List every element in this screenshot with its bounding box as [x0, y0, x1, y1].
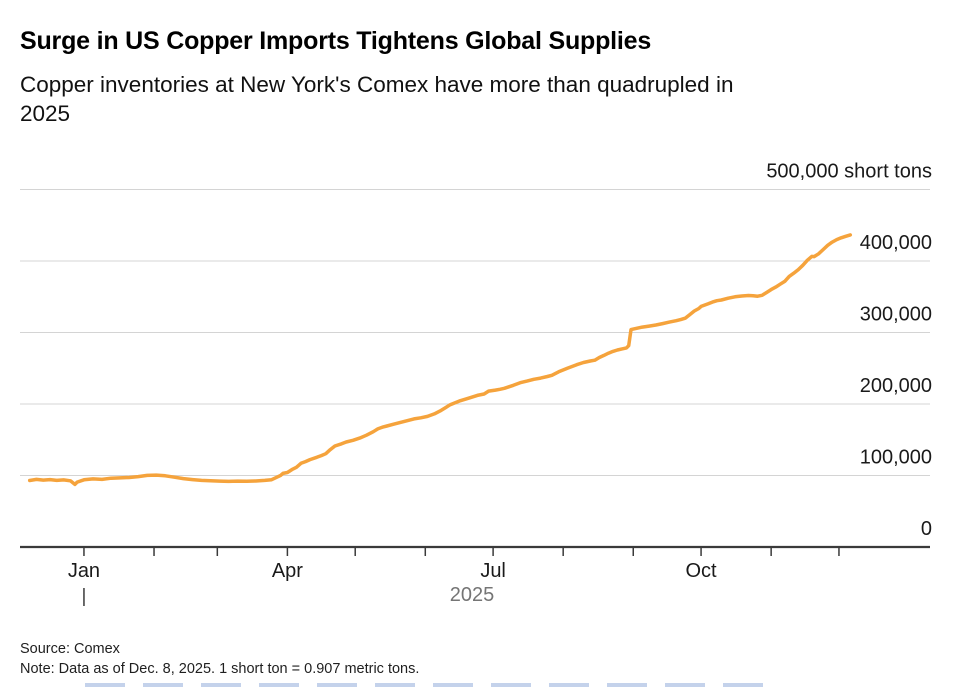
x-tick-label: Oct	[686, 560, 718, 582]
x-tick-label: Apr	[272, 560, 303, 582]
source-text: Source: Comex	[20, 641, 120, 657]
y-tick-label: 300,000	[860, 304, 932, 326]
x-tick-label: Jan	[68, 560, 100, 582]
chart-footnotes: Source: Comex Note: Data as of Dec. 8, 2…	[20, 639, 419, 679]
y-tick-label: 500,000 short tons	[766, 161, 932, 183]
y-tick-label: 0	[921, 518, 932, 540]
y-tick-label: 200,000	[860, 375, 932, 397]
clipped-text-artifact	[85, 683, 767, 687]
subtitle-line-2: 2025	[20, 101, 71, 126]
year-label: 2025	[450, 584, 495, 606]
y-tick-label: 100,000	[860, 447, 932, 469]
x-tick-label: Jul	[480, 560, 506, 582]
inventory-line	[27, 233, 853, 487]
subtitle-line-1: Copper inventories at New York's Comex h…	[20, 72, 734, 97]
chart-title: Surge in US Copper Imports Tightens Glob…	[20, 27, 652, 55]
y-tick-label: 400,000	[860, 232, 932, 254]
note-text: Note: Data as of Dec. 8, 2025. 1 short t…	[20, 661, 420, 677]
chart-subtitle: Copper inventories at New York's Comex h…	[20, 70, 733, 128]
